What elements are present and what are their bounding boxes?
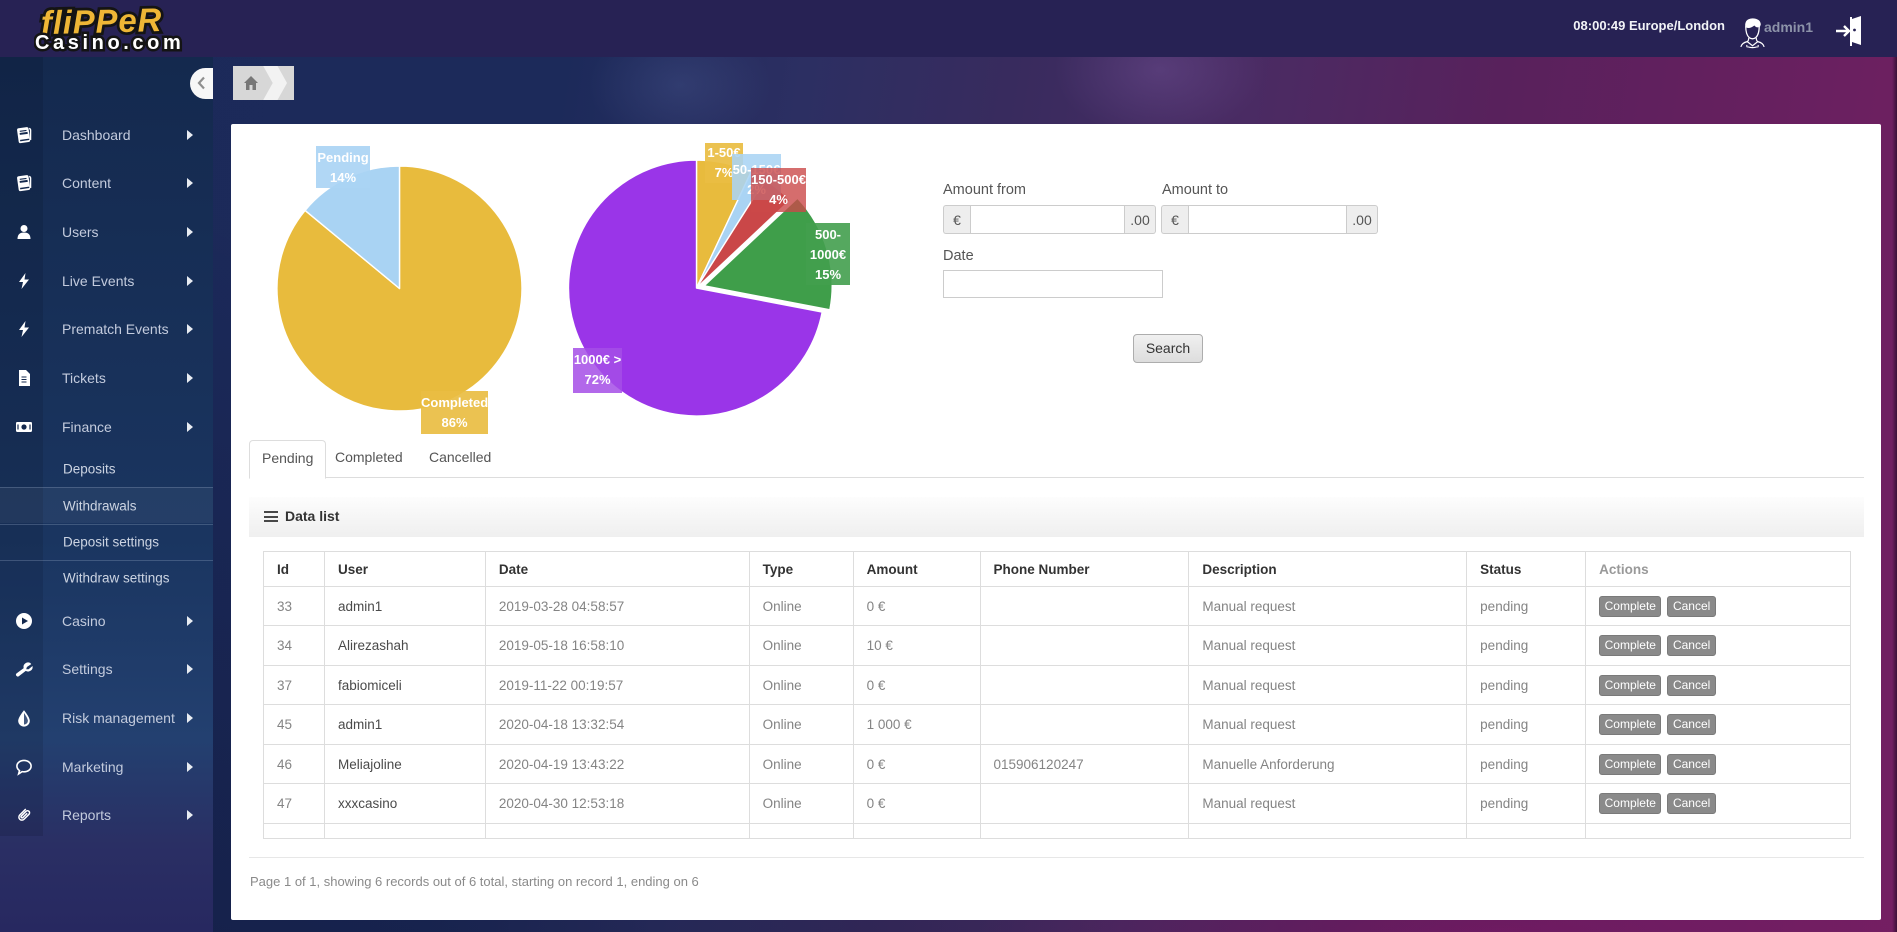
svg-text:fliPPeR: fliPPeR	[41, 1, 163, 41]
svg-text:Casino.com: Casino.com	[35, 32, 184, 54]
